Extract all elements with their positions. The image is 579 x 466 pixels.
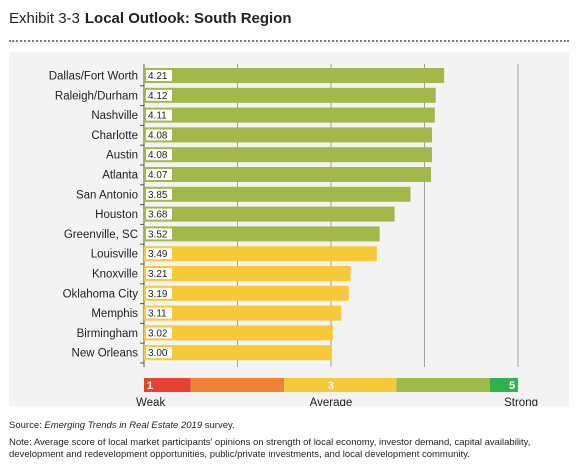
local-outlook-chart: Dallas/Fort Worth 4.21 Raleigh/Durham 4.12 N… xyxy=(49,64,538,406)
bar xyxy=(144,226,380,242)
bar xyxy=(144,325,333,341)
bar xyxy=(144,345,331,361)
category-label: Greenville, SC xyxy=(64,229,138,241)
category-label: Memphis xyxy=(91,308,138,320)
value-label: 3.85 xyxy=(148,190,168,201)
category-label: Charlotte xyxy=(91,130,138,142)
value-label-box xyxy=(146,109,172,121)
scale-segment xyxy=(284,378,397,392)
category-label: Raleigh/Durham xyxy=(55,90,138,102)
chart-panel: Dallas/Fort Worth 4.21 Raleigh/Durham 4.12 N… xyxy=(9,52,569,406)
bar xyxy=(144,107,435,123)
exhibit-number: Exhibit 3-3 xyxy=(9,10,80,27)
value-label-box xyxy=(146,228,172,240)
scale-segment xyxy=(144,378,191,392)
value-label: 4.08 xyxy=(148,130,168,141)
bar xyxy=(144,167,432,182)
value-label: 3.21 xyxy=(148,269,168,280)
category-label: Louisville xyxy=(91,249,138,261)
value-label: 3.00 xyxy=(148,348,168,359)
value-label-box xyxy=(146,129,172,141)
scale-caption: Weak xyxy=(136,397,165,406)
value-label: 3.52 xyxy=(148,229,168,240)
value-label: 3.02 xyxy=(148,328,168,339)
value-label: 4.11 xyxy=(148,111,167,122)
category-label: Dallas/Fort Worth xyxy=(49,71,138,83)
category-label: Nashville xyxy=(91,110,138,122)
category-label: New Orleans xyxy=(72,348,139,360)
exhibit-header: Exhibit 3-3 Local Outlook: South Region xyxy=(9,10,292,28)
value-label-box xyxy=(146,169,172,180)
scale-segment xyxy=(489,378,518,392)
scale-mark-label: 1 xyxy=(147,380,153,392)
value-label-box xyxy=(146,307,172,319)
bar xyxy=(144,206,395,222)
value-label-box xyxy=(146,347,172,359)
bar xyxy=(144,266,351,281)
source-suffix: survey. xyxy=(202,420,235,431)
scale-mark-label: 5 xyxy=(509,380,515,392)
value-label: 4.07 xyxy=(148,170,168,181)
category-label: Oklahoma City xyxy=(63,288,139,300)
scale-segment xyxy=(396,378,490,392)
scale-mark-label: 3 xyxy=(328,380,334,392)
value-label: 4.08 xyxy=(148,150,168,161)
bar xyxy=(144,68,445,83)
chart-title: Local Outlook: South Region xyxy=(84,10,292,27)
source-line: Source: Emerging Trends in Real Estate 2… xyxy=(9,420,569,432)
value-label-box xyxy=(146,287,172,299)
bar xyxy=(144,147,432,163)
value-label-box xyxy=(146,70,172,81)
value-label-box xyxy=(146,208,172,220)
value-label: 3.49 xyxy=(148,249,168,260)
category-label: Austin xyxy=(106,150,138,162)
bar xyxy=(144,186,411,202)
bar xyxy=(144,87,436,103)
category-label: Houston xyxy=(95,209,138,221)
value-label-box xyxy=(146,248,172,260)
value-label: 3.19 xyxy=(148,289,168,300)
value-label-box xyxy=(146,327,172,339)
category-label: Atlanta xyxy=(102,170,138,182)
category-label: Knoxville xyxy=(92,269,138,281)
scale-caption: Average xyxy=(310,397,353,406)
category-label: Birmingham xyxy=(77,328,138,340)
scale-caption: Strong xyxy=(504,397,538,406)
value-label: 3.11 xyxy=(148,309,167,320)
bar xyxy=(144,246,377,262)
value-label: 3.68 xyxy=(148,210,168,221)
bar xyxy=(144,305,342,321)
bar xyxy=(144,285,349,301)
source-title: Emerging Trends in Real Estate 2019 xyxy=(44,420,203,431)
header-divider xyxy=(9,40,569,42)
scale-segment xyxy=(190,378,285,392)
value-label: 4.21 xyxy=(148,71,168,82)
footnote: Note: Average score of local market part… xyxy=(9,437,531,460)
value-label-box xyxy=(146,149,172,161)
value-label: 4.12 xyxy=(148,91,168,102)
value-label-box xyxy=(146,89,172,101)
value-label-box xyxy=(146,188,172,200)
value-label-box xyxy=(146,268,172,279)
category-label: San Antonio xyxy=(76,189,138,201)
source-prefix: Source: xyxy=(9,420,45,431)
bar xyxy=(144,127,432,143)
